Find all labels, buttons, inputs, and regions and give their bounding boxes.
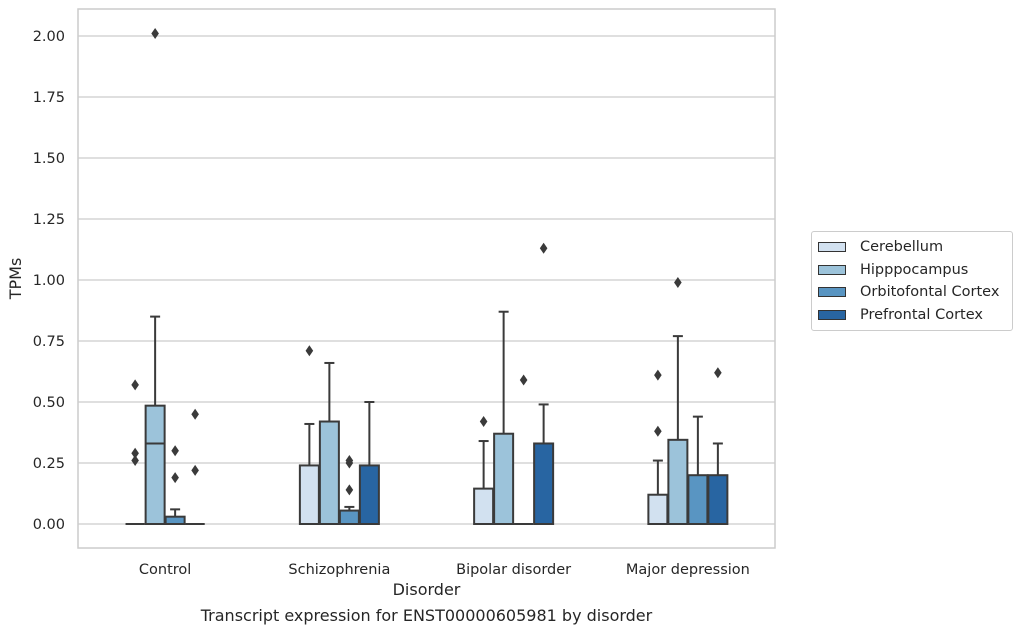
box	[647, 493, 669, 526]
y-tick-label: 1.00	[33, 273, 65, 289]
legend-item: Hipppocampus	[812, 259, 1012, 282]
plot-frame	[77, 8, 776, 549]
outlier-point	[479, 416, 488, 428]
outlier-point	[654, 369, 662, 381]
box	[358, 464, 380, 526]
legend-swatch	[818, 242, 846, 253]
outlier-point	[345, 484, 354, 496]
x-tick-label: Schizophrenia	[288, 562, 390, 578]
box	[493, 432, 515, 525]
y-tick-label: 0.50	[33, 395, 65, 411]
box	[338, 509, 360, 525]
box	[533, 442, 555, 526]
y-axis-label: TPMs	[6, 258, 25, 301]
outlier-point	[539, 242, 548, 254]
y-tick-label: 0.00	[33, 517, 65, 533]
y-tick-label: 1.50	[33, 151, 65, 167]
legend-swatch	[818, 264, 846, 275]
outlier-point	[714, 367, 722, 379]
chart-caption: Transcript expression for ENST0000060598…	[200, 606, 653, 625]
legend-swatch	[818, 309, 846, 320]
outlier-point	[131, 379, 139, 391]
outlier-point	[171, 445, 179, 457]
y-tick-label: 1.75	[33, 90, 65, 106]
legend-swatch	[818, 287, 846, 298]
y-tick-label: 0.25	[33, 456, 65, 472]
x-tick-label: Control	[139, 562, 191, 578]
outlier-point	[674, 276, 682, 288]
box	[144, 404, 166, 525]
outlier-point	[345, 457, 354, 469]
y-tick-label: 2.00	[33, 29, 65, 45]
outlier-point	[171, 472, 179, 484]
legend-label: Orbitofontal Cortex	[860, 284, 1000, 301]
box	[687, 474, 709, 526]
outlier-point	[131, 447, 139, 459]
outlier-point	[191, 464, 199, 476]
legend-label: Hipppocampus	[860, 261, 969, 278]
outlier-point	[519, 374, 528, 386]
y-tick-label: 0.75	[33, 334, 65, 350]
legend-label: Prefrontal Cortex	[860, 306, 983, 323]
x-tick-label: Bipolar disorder	[456, 562, 571, 578]
outlier-point	[654, 425, 662, 437]
box	[707, 474, 729, 526]
outlier-point	[305, 345, 314, 357]
outlier-point	[191, 408, 199, 420]
x-tick-label: Major depression	[626, 562, 750, 578]
outlier-point	[151, 28, 159, 40]
box	[473, 487, 495, 525]
box	[667, 438, 689, 526]
legend: Cerebellum Hipppocampus Orbitofontal Corte…	[811, 231, 1013, 331]
legend-item: Cerebellum	[812, 236, 1012, 259]
x-axis-label: Disorder	[393, 580, 461, 599]
box	[298, 464, 320, 526]
legend-item: Prefrontal Cortex	[812, 304, 1012, 327]
legend-item: Orbitofontal Cortex	[812, 281, 1012, 304]
y-tick-label: 1.25	[33, 212, 65, 228]
box	[318, 420, 340, 525]
box	[164, 515, 186, 525]
outlier-point	[131, 455, 139, 467]
legend-label: Cerebellum	[860, 239, 944, 256]
